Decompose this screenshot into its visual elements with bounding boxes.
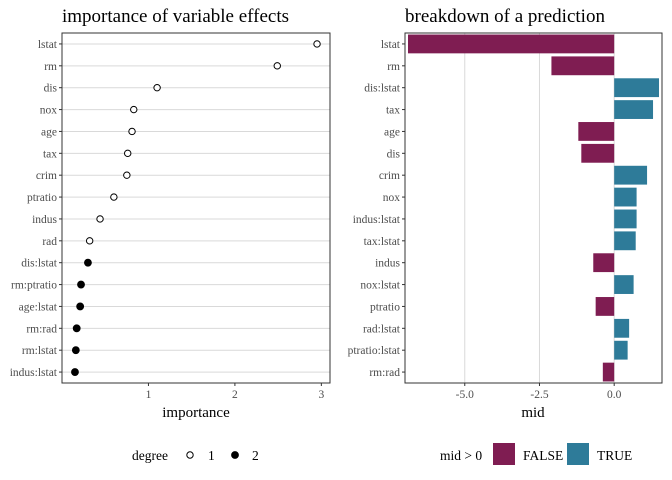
importance-point-dis (153, 83, 161, 92)
importance-chart-title: importance of variable effects (62, 6, 289, 27)
breakdown-bar-lstat (407, 34, 615, 54)
importance-y-tick-crim: crim (36, 170, 57, 182)
importance-y-tick-indus-lstat: indus:lstat (10, 367, 58, 379)
breakdown-y-tick-indus-lstat: indus:lstat (353, 214, 401, 226)
importance-x-tick-1: 1 (146, 389, 152, 401)
importance-chart: importance of variable effects lstat rm di… (10, 6, 331, 421)
breakdown-y-tick-nox-lstat: nox:lstat (360, 280, 400, 292)
breakdown-y-tick-ptratio-lstat: ptratio:lstat (348, 345, 401, 357)
degree-1-legend-label: 1 (208, 448, 215, 463)
breakdown-bar-indus-lstat (614, 209, 637, 229)
breakdown-bar-rm-rad (602, 362, 615, 382)
breakdown-y-tick-tax-lstat: tax:lstat (364, 236, 401, 248)
importance-point-rm-ptratio (77, 280, 85, 289)
importance-point-indus-lstat (71, 368, 79, 376)
breakdown-y-tick-tax: tax (386, 105, 400, 117)
breakdown-x-tick-0-0: 0.0 (607, 389, 622, 401)
importance-point-lstat (313, 40, 321, 48)
true-legend-label: TRUE (597, 448, 632, 463)
breakdown-y-tick-crim: crim (379, 170, 400, 182)
importance-point-tax (124, 149, 132, 158)
breakdown-plot-frame (404, 32, 663, 384)
degree-2-legend-label: 2 (252, 448, 259, 463)
breakdown-chart-title: breakdown of a prediction (405, 6, 605, 27)
breakdown-y-tick-dis: dis (387, 148, 401, 160)
breakdown-bar-tax (614, 100, 654, 119)
importance-y-tick-rm-rad: rm:rad (26, 323, 57, 335)
breakdown-bar-crim (614, 165, 648, 185)
importance-y-tick-rad: rad (42, 236, 57, 248)
breakdown-bar-ptratio-lstat (614, 340, 628, 360)
breakdown-y-tick-rm: rm (387, 61, 400, 73)
breakdown-x-axis-label: mid (521, 405, 545, 421)
importance-y-tick-indus: indus (32, 214, 57, 226)
breakdown-y-tick-nox: nox (383, 192, 401, 204)
degree-1-legend-marker (186, 451, 194, 459)
breakdown-bar-ptratio (595, 297, 615, 316)
importance-point-crim (123, 171, 131, 179)
breakdown-y-tick-age: age (384, 126, 400, 138)
importance-point-age-lstat (76, 302, 85, 311)
importance-point-ptratio (110, 193, 118, 201)
importance-y-tick-age-lstat: age:lstat (19, 301, 58, 313)
importance-point-rm-lstat (71, 346, 80, 355)
importance-x-axis-label: importance (162, 405, 230, 421)
importance-point-rad (85, 237, 94, 245)
breakdown-y-tick-indus: indus (375, 258, 400, 270)
breakdown-chart: breakdown of a prediction lstat rm dis:lst… (348, 6, 663, 421)
breakdown-bar-nox (614, 187, 637, 207)
false-legend-label: FALSE (523, 448, 563, 463)
importance-y-tick-rm-lstat: rm:lstat (22, 345, 58, 357)
importance-point-age (128, 127, 136, 136)
breakdown-bar-dis-lstat (614, 78, 660, 98)
degree-2-legend-marker (231, 451, 239, 459)
breakdown-bar-nox-lstat (614, 275, 634, 294)
degree-legend-title: degree (132, 448, 168, 463)
importance-x-tick-2: 2 (232, 389, 238, 401)
breakdown-bar-rad-lstat (614, 318, 630, 338)
breakdown-y-tick-rm-rad: rm:rad (369, 367, 400, 379)
importance-y-tick-ptratio: ptratio (27, 192, 57, 204)
breakdown-y-tick-ptratio: ptratio (370, 301, 400, 313)
breakdown-bar-tax-lstat (614, 231, 636, 251)
importance-point-rm (273, 62, 281, 70)
degree-legend: degree 1 2 (132, 448, 259, 463)
breakdown-y-tick-lstat: lstat (381, 39, 401, 51)
importance-y-tick-rm: rm (44, 61, 57, 73)
breakdown-x-tick--2-5: -2.5 (530, 389, 548, 401)
breakdown-bar-dis (581, 143, 615, 163)
importance-point-rm-rad (72, 324, 81, 333)
breakdown-y-tick-dis-lstat: dis:lstat (364, 83, 401, 95)
importance-point-dis-lstat (84, 258, 92, 267)
breakdown-bar-indus (593, 253, 615, 273)
importance-y-tick-nox: nox (40, 105, 58, 117)
importance-y-tick-tax: tax (43, 148, 57, 160)
importance-plot-frame (61, 32, 331, 384)
importance-point-indus (96, 215, 104, 223)
importance-y-tick-age: age (41, 126, 57, 138)
importance-y-tick-rm-ptratio: rm:ptratio (11, 280, 57, 292)
mid-legend: mid > 0 FALSE TRUE (440, 443, 632, 465)
importance-y-tick-dis: dis (44, 83, 58, 95)
importance-point-nox (130, 105, 138, 114)
true-legend-swatch (567, 443, 589, 465)
breakdown-bar-age (578, 122, 615, 141)
importance-y-tick-dis-lstat: dis:lstat (21, 258, 58, 270)
false-legend-swatch (493, 443, 515, 465)
breakdown-bar-rm (551, 56, 615, 76)
breakdown-y-tick-rad-lstat: rad:lstat (363, 323, 401, 335)
mid-legend-title: mid > 0 (440, 448, 482, 463)
importance-y-tick-lstat: lstat (38, 39, 58, 51)
breakdown-x-tick--5-0: -5.0 (456, 389, 474, 401)
importance-x-tick-3: 3 (318, 389, 324, 401)
